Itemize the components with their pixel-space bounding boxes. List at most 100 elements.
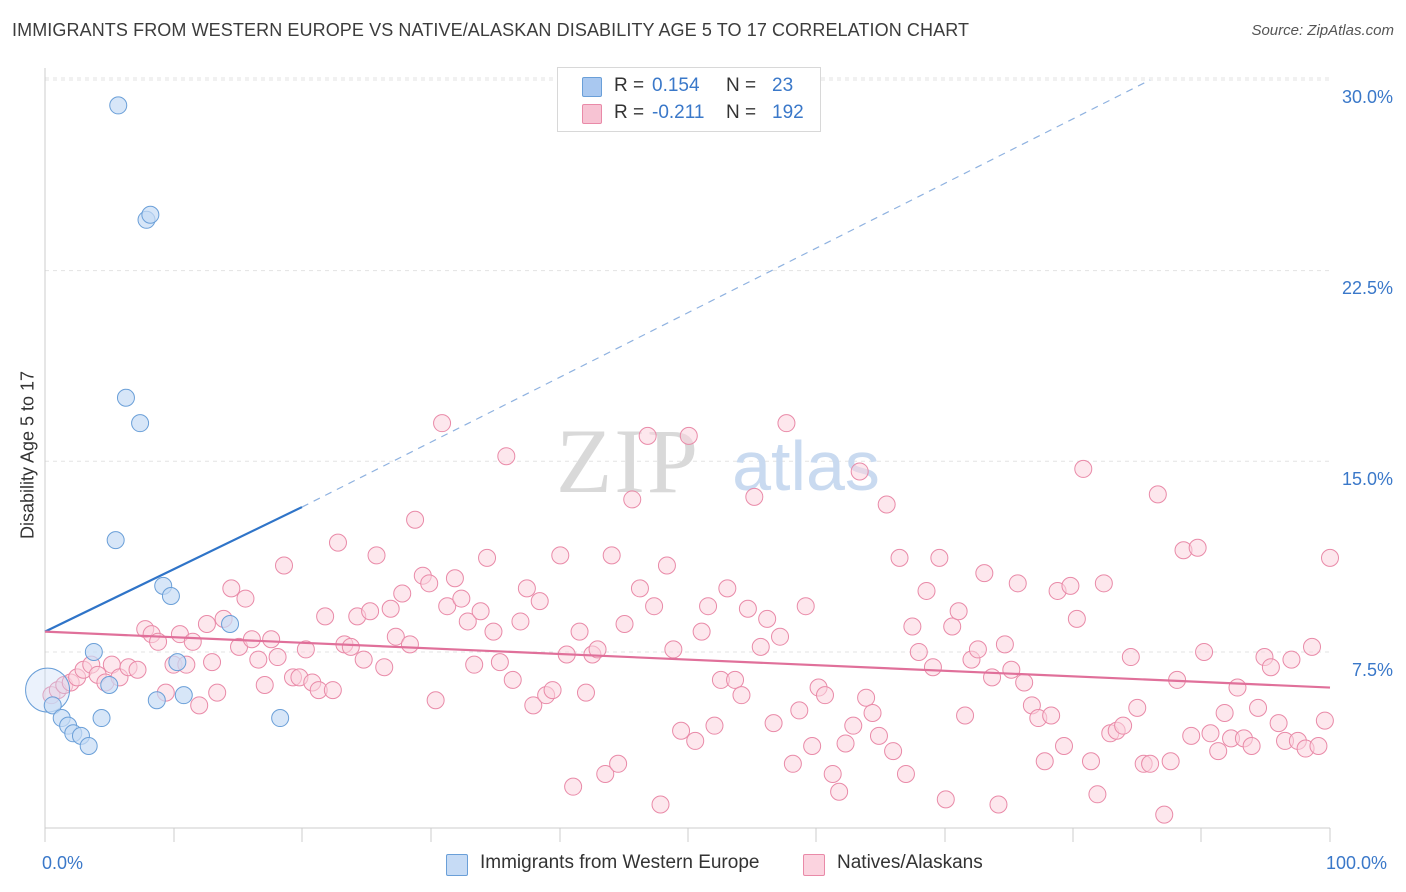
data-point-natives (452, 589, 471, 608)
y-tick-label-30: 30.0% (1341, 87, 1393, 107)
bottom-legend-label-immigrants: Immigrants from Western Europe (480, 852, 760, 873)
data-point-natives (458, 612, 477, 631)
data-point-natives (1055, 737, 1074, 756)
trend-line-immigrants (44, 506, 303, 633)
bottom-legend-label-natives: Natives/Alaskans (837, 852, 983, 873)
data-point-natives (995, 635, 1014, 654)
data-point-natives (323, 681, 342, 700)
chart-source: Source: ZipAtlas.com (1251, 22, 1394, 39)
data-point-immigrants (168, 653, 187, 672)
legend-n-value: 192 (772, 102, 804, 123)
data-point-natives (651, 795, 670, 814)
data-point-natives (1094, 574, 1113, 593)
trend-line-immigrants-extrapolated (301, 79, 1151, 508)
y-tick-label-22-5: 22.5% (1341, 278, 1393, 298)
data-point-natives (530, 592, 549, 611)
data-point-natives (497, 447, 516, 466)
data-point-immigrants (147, 691, 166, 710)
data-point-natives (623, 490, 642, 509)
data-point-natives (956, 706, 975, 725)
data-point-natives (672, 721, 691, 740)
data-point-natives (1321, 548, 1339, 567)
data-point-natives (316, 607, 335, 626)
data-point-natives (1074, 459, 1093, 478)
data-point-immigrants (79, 737, 98, 756)
data-point-natives (255, 675, 274, 694)
data-point-natives (699, 597, 718, 616)
legend-row-natives: R = -0.211 N = 192 (558, 101, 820, 127)
data-point-natives (1282, 650, 1301, 669)
data-point-natives (400, 635, 419, 654)
data-point-natives (361, 602, 380, 621)
y-axis-label: Disability Age 5 to 17 (17, 370, 38, 540)
data-point-natives (745, 487, 764, 506)
data-point-natives (249, 650, 268, 669)
data-point-natives (478, 548, 497, 567)
bottom-legend-swatch-immigrants (446, 854, 468, 876)
data-point-immigrants (100, 675, 119, 694)
data-point-natives (783, 754, 802, 773)
legend-n-value: 23 (772, 75, 794, 96)
data-point-natives (576, 683, 595, 702)
data-point-natives (949, 602, 968, 621)
data-point-immigrants (106, 531, 125, 550)
data-point-natives (917, 581, 936, 600)
data-point-natives (630, 579, 649, 598)
data-point-natives (732, 686, 751, 705)
data-point-natives (943, 617, 962, 636)
data-point-natives (790, 701, 809, 720)
data-point-natives (836, 734, 855, 753)
data-point-natives (679, 426, 698, 445)
data-point-natives (1042, 706, 1061, 725)
data-point-natives (551, 546, 570, 565)
data-point-natives (490, 653, 509, 672)
data-point-natives (1002, 660, 1021, 679)
data-point-natives (296, 640, 315, 659)
data-point-natives (983, 668, 1002, 687)
data-point-natives (930, 548, 949, 567)
data-point-natives (596, 764, 615, 783)
data-point-immigrants (84, 642, 103, 661)
data-point-natives (268, 648, 287, 667)
data-point-natives (877, 495, 896, 514)
x-tick-label-max: 100.0% (1326, 853, 1388, 873)
legend-n-label: N = (726, 102, 757, 123)
data-point-natives (903, 617, 922, 636)
data-point-natives (857, 688, 876, 707)
data-point-natives (438, 597, 457, 616)
data-point-natives (543, 681, 562, 700)
data-point-natives (328, 533, 347, 552)
data-point-natives (386, 627, 405, 646)
data-point-natives (354, 650, 373, 669)
data-point-natives (1128, 698, 1147, 717)
data-point-natives (128, 660, 147, 679)
data-point-immigrants (109, 96, 128, 115)
data-point-immigrants (131, 414, 150, 433)
bottom-legend-swatch-natives (803, 854, 825, 876)
legend-n-label: N = (726, 75, 757, 96)
data-point-natives (896, 764, 915, 783)
data-point-natives (609, 754, 628, 773)
data-point-natives (511, 612, 530, 631)
data-point-natives (751, 637, 770, 656)
data-point-natives (1114, 716, 1133, 735)
data-point-natives (1008, 574, 1027, 593)
trend-lines (44, 79, 1331, 689)
data-point-natives (445, 569, 464, 588)
data-point-natives (381, 599, 400, 618)
data-point-natives (686, 731, 705, 750)
data-point-natives (638, 426, 657, 445)
data-point-natives (830, 782, 849, 801)
data-point-natives (588, 640, 607, 659)
data-point-natives (375, 658, 394, 677)
data-point-natives (823, 764, 842, 783)
data-point-natives (367, 546, 386, 565)
data-point-immigrants (221, 614, 240, 633)
data-point-natives (657, 556, 676, 575)
data-point-natives (1261, 658, 1280, 677)
legend-r-label: R = (614, 102, 645, 123)
gridlines (45, 77, 1330, 653)
trend-line-natives (44, 630, 1331, 689)
data-point-immigrants (116, 388, 135, 407)
data-point-natives (1141, 754, 1160, 773)
